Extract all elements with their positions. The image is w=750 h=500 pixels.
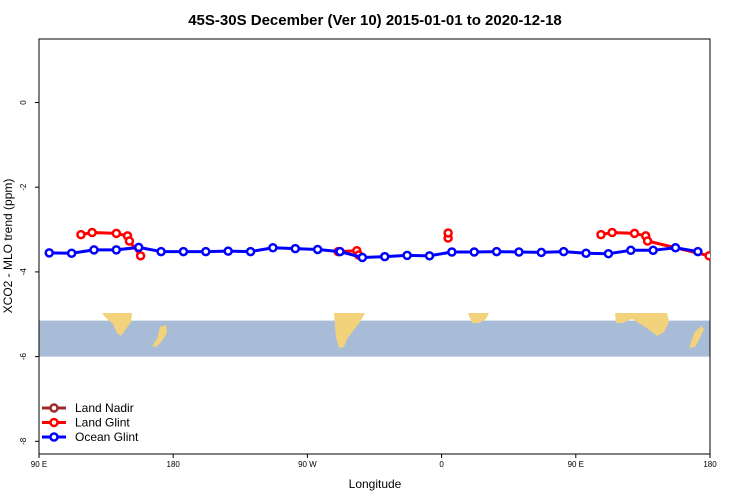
ocean-glint-point bbox=[111, 245, 122, 255]
ocean-glint-point bbox=[290, 243, 301, 254]
land-africa bbox=[468, 313, 489, 323]
land-new-zealand-1 bbox=[152, 325, 167, 347]
y-tick-label: -2 bbox=[19, 183, 28, 191]
legend-swatch-marker bbox=[49, 432, 59, 442]
x-tick-label: 90 E bbox=[31, 460, 47, 469]
x-tick-label: 90 E bbox=[568, 460, 584, 469]
ocean-glint-point bbox=[648, 245, 658, 256]
ocean-glint-point bbox=[357, 252, 368, 263]
land-glint-point bbox=[124, 236, 135, 246]
land-south-america bbox=[334, 313, 365, 348]
ocean-glint-point bbox=[178, 246, 189, 257]
ocean-glint-point bbox=[156, 246, 166, 257]
legend-label: Land Nadir bbox=[75, 401, 134, 415]
land-glint-point bbox=[607, 227, 617, 238]
ocean-glint-point bbox=[223, 246, 233, 256]
land-glint-point bbox=[642, 236, 653, 246]
ocean-glint-point bbox=[133, 242, 144, 253]
land-glint-point bbox=[87, 227, 97, 238]
y-tick-label: -4 bbox=[19, 268, 28, 276]
ocean-glint-point bbox=[626, 245, 636, 256]
ocean-glint-point bbox=[424, 251, 435, 261]
ocean-glint-point bbox=[558, 246, 569, 257]
x-tick-label: 90 W bbox=[298, 460, 317, 469]
legend-entry-land-nadir: Land Nadir bbox=[42, 401, 134, 415]
y-tick-label: -6 bbox=[19, 353, 28, 361]
ocean-glint-point bbox=[469, 247, 479, 257]
ocean-glint-point bbox=[335, 246, 345, 257]
land-glint-point bbox=[629, 228, 640, 239]
y-tick-label: -8 bbox=[19, 437, 28, 445]
ocean-glint-point bbox=[66, 248, 77, 259]
legend-label: Ocean Glint bbox=[75, 430, 139, 444]
legend-entry-land-glint: Land Glint bbox=[42, 416, 130, 430]
y-tick-label: 0 bbox=[19, 100, 28, 105]
ocean-glint-line bbox=[49, 245, 699, 260]
land-glint-point bbox=[111, 228, 122, 239]
ocean-glint-point bbox=[245, 246, 256, 257]
y-axis: 0 -2 -4 -6 -8 bbox=[19, 100, 39, 445]
series-layer bbox=[44, 227, 710, 263]
ocean-glint-point bbox=[603, 248, 614, 259]
land-glint-point bbox=[443, 228, 453, 238]
legend-entry-ocean-glint: Ocean Glint bbox=[42, 430, 139, 444]
x-axis-label: Longitude bbox=[349, 477, 402, 491]
ocean-glint-point bbox=[491, 246, 502, 257]
x-axis: 90 E 180 90 W 0 90 E 180 bbox=[31, 454, 717, 469]
ocean-glint-point bbox=[89, 245, 99, 255]
ocean-glint-point bbox=[581, 248, 591, 259]
land-glint-point bbox=[135, 251, 146, 261]
land-glint-point bbox=[596, 229, 606, 240]
plot-frame bbox=[38, 38, 711, 455]
ocean-glint-point bbox=[447, 247, 457, 257]
map-band bbox=[39, 313, 710, 357]
land-australia-1 bbox=[102, 313, 132, 336]
ocean-glint-point bbox=[312, 244, 323, 255]
land-glint-point bbox=[76, 229, 86, 240]
ocean-glint-point bbox=[44, 248, 55, 258]
land-australia-2 bbox=[615, 313, 669, 336]
chart-title: 45S-30S December (Ver 10) 2015-01-01 to … bbox=[188, 12, 562, 29]
ocean-glint-point bbox=[536, 247, 547, 258]
land-masses bbox=[102, 313, 704, 348]
legend-swatch-marker bbox=[49, 403, 59, 413]
ocean-glint-point bbox=[514, 247, 524, 257]
legend-label: Land Glint bbox=[75, 416, 130, 430]
x-tick-label: 180 bbox=[167, 460, 181, 469]
y-axis-label: XCO2 - MLO trend (ppm) bbox=[1, 179, 15, 314]
ocean-glint-point bbox=[201, 246, 211, 257]
ocean-glint-point bbox=[402, 250, 412, 261]
x-tick-label: 0 bbox=[439, 460, 444, 469]
ocean-glint-point bbox=[693, 246, 703, 257]
legend-swatch-marker bbox=[49, 417, 59, 428]
ocean-glint-point bbox=[268, 243, 278, 253]
series-ocean-glint bbox=[44, 242, 703, 263]
land-glint-point bbox=[704, 251, 710, 261]
x-tick-label: 180 bbox=[703, 460, 717, 469]
ocean-glint-point bbox=[380, 251, 390, 262]
land-new-zealand-2 bbox=[689, 326, 704, 348]
ocean-strip bbox=[39, 320, 710, 357]
ocean-glint-point bbox=[670, 243, 681, 253]
